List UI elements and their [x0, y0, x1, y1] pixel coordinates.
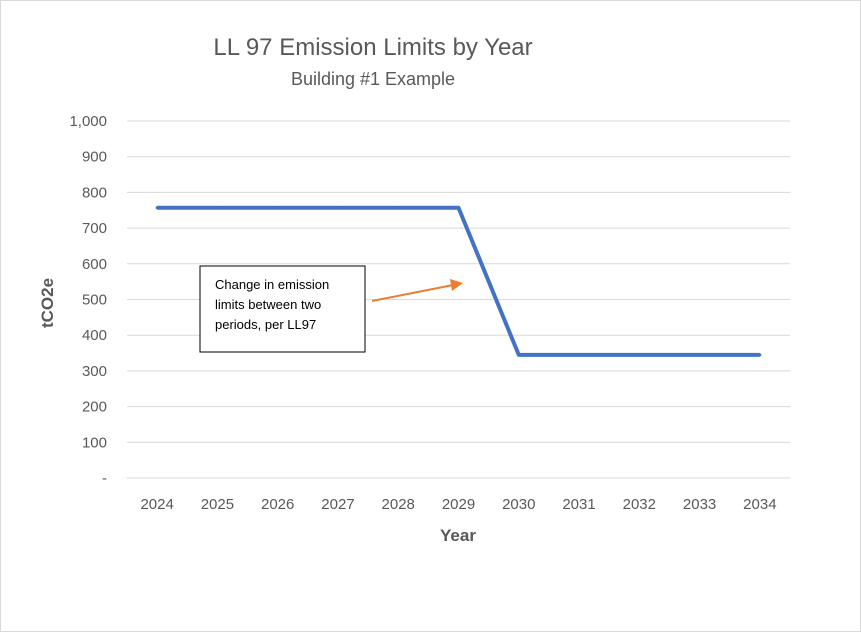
annotation-arrow-head	[450, 279, 463, 291]
data-point	[396, 206, 400, 210]
data-point	[577, 353, 581, 357]
x-tick-label: 2029	[442, 496, 475, 513]
data-point	[698, 353, 702, 357]
annotation-line-3: periods, per LL97	[215, 317, 316, 332]
y-tick-label: 500	[82, 292, 107, 309]
annotation-line-2: limits between two	[215, 297, 321, 312]
data-point	[637, 353, 641, 357]
data-point	[758, 353, 762, 357]
annotation-box	[199, 265, 366, 353]
data-point	[336, 206, 340, 210]
x-tick-label: 2034	[743, 496, 776, 513]
y-tick-labels: - 100 200 300 400 500 600 700 800 900 1,000	[69, 113, 107, 487]
x-tick-labels: 2024 2025 2026 2027 2028 2029 2030 2031 2032 2033…	[140, 496, 776, 513]
annotation-arrow-shaft	[371, 284, 454, 302]
annotation-line-1: Change in emission	[215, 277, 329, 292]
y-tick-label: 300	[82, 363, 107, 380]
x-tick-label: 2026	[261, 496, 294, 513]
y-tick-label: 100	[82, 434, 107, 451]
x-axis-title: Year	[440, 526, 476, 545]
annotation-group: Change in emission limits between two pe…	[199, 265, 463, 353]
x-tick-label: 2030	[502, 496, 535, 513]
x-tick-label: 2031	[562, 496, 595, 513]
x-tick-label: 2028	[382, 496, 415, 513]
y-tick-label: 700	[82, 220, 107, 237]
y-tick-label: 900	[82, 149, 107, 166]
y-tick-label: 800	[82, 184, 107, 201]
y-tick-label: 1,000	[69, 113, 107, 130]
y-tick-label: 600	[82, 256, 107, 273]
data-point	[215, 206, 219, 210]
chart-subtitle: Building #1 Example	[291, 69, 455, 89]
y-tick-label: -	[102, 470, 107, 487]
data-point	[517, 353, 521, 357]
x-tick-label: 2024	[140, 496, 173, 513]
y-axis-title: tCO2e	[38, 278, 57, 328]
series-group	[155, 205, 762, 357]
x-tick-label: 2025	[201, 496, 234, 513]
data-point	[457, 206, 460, 210]
x-tick-label: 2032	[623, 496, 656, 513]
chart-title: LL 97 Emission Limits by Year	[213, 34, 532, 61]
data-point	[276, 206, 280, 210]
x-tick-label: 2027	[321, 496, 354, 513]
data-point	[155, 206, 159, 210]
x-tick-label: 2033	[683, 496, 716, 513]
y-tick-label: 200	[82, 399, 107, 416]
y-tick-label: 400	[82, 327, 107, 344]
